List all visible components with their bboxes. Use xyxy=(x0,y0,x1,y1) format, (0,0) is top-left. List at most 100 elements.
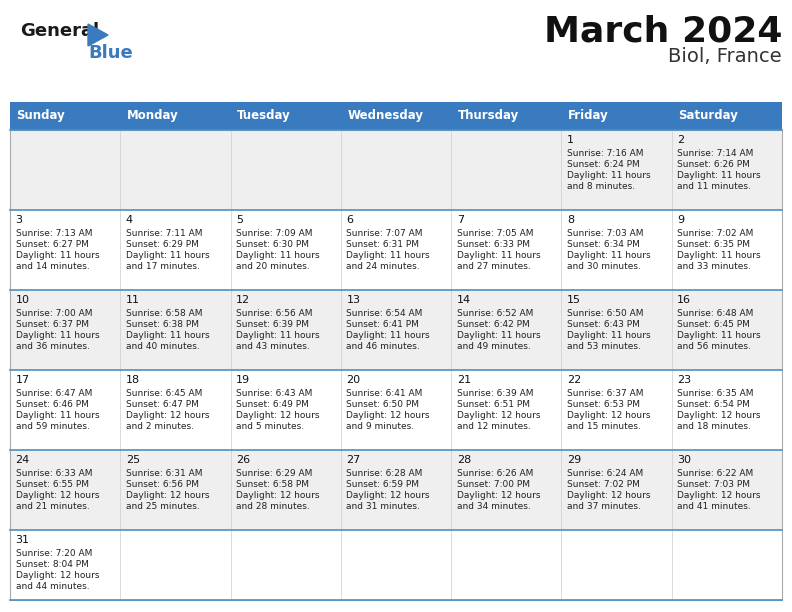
Text: Daylight: 12 hours
and 12 minutes.: Daylight: 12 hours and 12 minutes. xyxy=(457,411,540,431)
Text: 30: 30 xyxy=(677,455,691,465)
Text: Sunset: 6:37 PM: Sunset: 6:37 PM xyxy=(16,320,89,329)
Text: Wednesday: Wednesday xyxy=(348,110,424,122)
Text: Daylight: 11 hours
and 36 minutes.: Daylight: 11 hours and 36 minutes. xyxy=(16,331,99,351)
Bar xyxy=(10,130,782,210)
Text: Sunset: 6:42 PM: Sunset: 6:42 PM xyxy=(457,320,529,329)
Text: March 2024: March 2024 xyxy=(543,14,782,48)
Text: Sunrise: 7:07 AM: Sunrise: 7:07 AM xyxy=(346,229,423,238)
Text: Sunset: 6:31 PM: Sunset: 6:31 PM xyxy=(346,240,420,249)
Text: Daylight: 11 hours
and 59 minutes.: Daylight: 11 hours and 59 minutes. xyxy=(16,411,99,431)
Text: Daylight: 12 hours
and 15 minutes.: Daylight: 12 hours and 15 minutes. xyxy=(567,411,650,431)
Bar xyxy=(10,102,782,130)
Text: Daylight: 12 hours
and 9 minutes.: Daylight: 12 hours and 9 minutes. xyxy=(346,411,430,431)
Bar xyxy=(10,450,782,530)
Text: Daylight: 12 hours
and 34 minutes.: Daylight: 12 hours and 34 minutes. xyxy=(457,491,540,511)
Text: Sunrise: 6:22 AM: Sunrise: 6:22 AM xyxy=(677,469,753,478)
Text: Daylight: 11 hours
and 49 minutes.: Daylight: 11 hours and 49 minutes. xyxy=(457,331,540,351)
Bar xyxy=(10,130,782,600)
Text: Sunrise: 7:16 AM: Sunrise: 7:16 AM xyxy=(567,149,643,158)
Text: General: General xyxy=(20,22,99,40)
Text: Sunrise: 6:52 AM: Sunrise: 6:52 AM xyxy=(457,309,533,318)
Text: Daylight: 11 hours
and 17 minutes.: Daylight: 11 hours and 17 minutes. xyxy=(126,251,209,271)
Text: Daylight: 11 hours
and 24 minutes.: Daylight: 11 hours and 24 minutes. xyxy=(346,251,430,271)
Text: Daylight: 11 hours
and 27 minutes.: Daylight: 11 hours and 27 minutes. xyxy=(457,251,540,271)
Bar xyxy=(10,290,782,370)
Text: 31: 31 xyxy=(16,535,29,545)
Text: Sunrise: 6:50 AM: Sunrise: 6:50 AM xyxy=(567,309,643,318)
Text: Sunset: 6:50 PM: Sunset: 6:50 PM xyxy=(346,400,420,409)
Text: Sunrise: 6:37 AM: Sunrise: 6:37 AM xyxy=(567,389,643,398)
Bar xyxy=(10,530,782,600)
Text: Sunset: 6:30 PM: Sunset: 6:30 PM xyxy=(236,240,309,249)
Text: 4: 4 xyxy=(126,215,133,225)
Text: Sunset: 7:03 PM: Sunset: 7:03 PM xyxy=(677,480,750,489)
Text: Sunset: 6:58 PM: Sunset: 6:58 PM xyxy=(236,480,309,489)
Text: Sunset: 6:56 PM: Sunset: 6:56 PM xyxy=(126,480,199,489)
Text: Daylight: 12 hours
and 31 minutes.: Daylight: 12 hours and 31 minutes. xyxy=(346,491,430,511)
Text: 9: 9 xyxy=(677,215,684,225)
Text: Sunset: 6:54 PM: Sunset: 6:54 PM xyxy=(677,400,750,409)
Text: Friday: Friday xyxy=(568,110,609,122)
Text: Sunrise: 6:26 AM: Sunrise: 6:26 AM xyxy=(457,469,533,478)
Text: Sunrise: 6:48 AM: Sunrise: 6:48 AM xyxy=(677,309,754,318)
Text: Sunday: Sunday xyxy=(17,110,66,122)
Polygon shape xyxy=(88,24,108,46)
Text: Sunrise: 7:14 AM: Sunrise: 7:14 AM xyxy=(677,149,754,158)
Text: Daylight: 11 hours
and 20 minutes.: Daylight: 11 hours and 20 minutes. xyxy=(236,251,320,271)
Text: 7: 7 xyxy=(457,215,464,225)
Text: Daylight: 12 hours
and 2 minutes.: Daylight: 12 hours and 2 minutes. xyxy=(126,411,209,431)
Text: Sunset: 6:35 PM: Sunset: 6:35 PM xyxy=(677,240,750,249)
Text: Thursday: Thursday xyxy=(458,110,519,122)
Text: Sunset: 6:26 PM: Sunset: 6:26 PM xyxy=(677,160,750,169)
Text: 27: 27 xyxy=(346,455,360,465)
Text: 20: 20 xyxy=(346,375,360,385)
Text: Daylight: 12 hours
and 25 minutes.: Daylight: 12 hours and 25 minutes. xyxy=(126,491,209,511)
Text: Saturday: Saturday xyxy=(678,110,738,122)
Text: Daylight: 12 hours
and 21 minutes.: Daylight: 12 hours and 21 minutes. xyxy=(16,491,99,511)
Text: Sunrise: 7:00 AM: Sunrise: 7:00 AM xyxy=(16,309,92,318)
Text: 14: 14 xyxy=(457,295,470,305)
Text: Sunset: 6:43 PM: Sunset: 6:43 PM xyxy=(567,320,640,329)
Text: 25: 25 xyxy=(126,455,140,465)
Text: Daylight: 12 hours
and 41 minutes.: Daylight: 12 hours and 41 minutes. xyxy=(677,491,761,511)
Text: Sunrise: 7:09 AM: Sunrise: 7:09 AM xyxy=(236,229,313,238)
Text: Daylight: 11 hours
and 46 minutes.: Daylight: 11 hours and 46 minutes. xyxy=(346,331,430,351)
Text: Sunrise: 6:33 AM: Sunrise: 6:33 AM xyxy=(16,469,92,478)
Text: Sunset: 6:51 PM: Sunset: 6:51 PM xyxy=(457,400,530,409)
Text: Sunset: 6:29 PM: Sunset: 6:29 PM xyxy=(126,240,199,249)
Text: 26: 26 xyxy=(236,455,250,465)
Text: 17: 17 xyxy=(16,375,29,385)
Text: Daylight: 11 hours
and 11 minutes.: Daylight: 11 hours and 11 minutes. xyxy=(677,171,761,191)
Text: 10: 10 xyxy=(16,295,29,305)
Text: Sunset: 7:00 PM: Sunset: 7:00 PM xyxy=(457,480,530,489)
Text: Daylight: 11 hours
and 30 minutes.: Daylight: 11 hours and 30 minutes. xyxy=(567,251,650,271)
Text: Tuesday: Tuesday xyxy=(237,110,291,122)
Text: Sunrise: 6:41 AM: Sunrise: 6:41 AM xyxy=(346,389,423,398)
Text: Sunset: 7:02 PM: Sunset: 7:02 PM xyxy=(567,480,640,489)
Text: Sunrise: 7:13 AM: Sunrise: 7:13 AM xyxy=(16,229,92,238)
Text: Daylight: 12 hours
and 5 minutes.: Daylight: 12 hours and 5 minutes. xyxy=(236,411,320,431)
Text: Sunrise: 6:43 AM: Sunrise: 6:43 AM xyxy=(236,389,313,398)
Text: 21: 21 xyxy=(457,375,470,385)
Text: Sunrise: 6:56 AM: Sunrise: 6:56 AM xyxy=(236,309,313,318)
Text: 12: 12 xyxy=(236,295,250,305)
Text: 28: 28 xyxy=(457,455,471,465)
Text: Daylight: 12 hours
and 44 minutes.: Daylight: 12 hours and 44 minutes. xyxy=(16,571,99,591)
Text: Daylight: 12 hours
and 28 minutes.: Daylight: 12 hours and 28 minutes. xyxy=(236,491,320,511)
Text: Sunset: 6:53 PM: Sunset: 6:53 PM xyxy=(567,400,640,409)
Text: Daylight: 11 hours
and 40 minutes.: Daylight: 11 hours and 40 minutes. xyxy=(126,331,209,351)
Text: 3: 3 xyxy=(16,215,22,225)
Text: Sunset: 6:47 PM: Sunset: 6:47 PM xyxy=(126,400,199,409)
Text: Sunrise: 6:39 AM: Sunrise: 6:39 AM xyxy=(457,389,533,398)
Text: Blue: Blue xyxy=(88,44,133,62)
Text: Daylight: 12 hours
and 18 minutes.: Daylight: 12 hours and 18 minutes. xyxy=(677,411,761,431)
Text: Sunset: 6:41 PM: Sunset: 6:41 PM xyxy=(346,320,419,329)
Text: 8: 8 xyxy=(567,215,574,225)
Bar xyxy=(10,370,782,450)
Text: Sunrise: 6:31 AM: Sunrise: 6:31 AM xyxy=(126,469,202,478)
Text: Daylight: 11 hours
and 33 minutes.: Daylight: 11 hours and 33 minutes. xyxy=(677,251,761,271)
Text: Sunset: 6:34 PM: Sunset: 6:34 PM xyxy=(567,240,640,249)
Text: Sunset: 6:59 PM: Sunset: 6:59 PM xyxy=(346,480,420,489)
Text: Sunrise: 7:02 AM: Sunrise: 7:02 AM xyxy=(677,229,754,238)
Text: 22: 22 xyxy=(567,375,581,385)
